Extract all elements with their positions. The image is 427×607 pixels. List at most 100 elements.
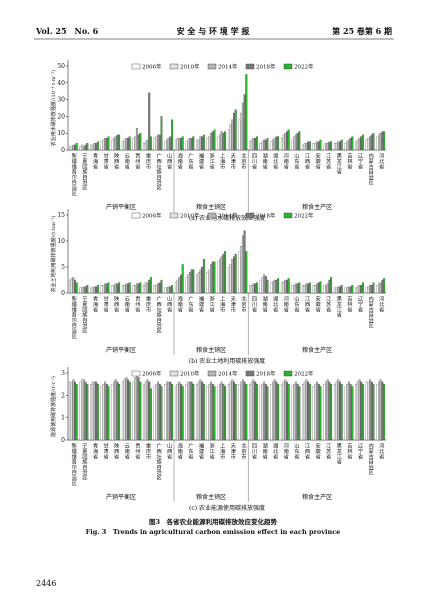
x-tick-label: 重庆市: [145, 295, 152, 314]
bar: [272, 139, 274, 151]
bar: [116, 381, 119, 441]
bar: [121, 141, 124, 151]
x-tick-label: 北京市: [240, 295, 247, 314]
bar: [196, 274, 199, 294]
bar: [81, 144, 84, 151]
x-tick-label: 广西壮族自治区: [155, 442, 162, 481]
bar: [270, 282, 273, 294]
bar: [314, 384, 317, 441]
bar: [277, 278, 280, 294]
bar: [356, 139, 359, 151]
bar: [91, 381, 94, 441]
bar: [245, 74, 248, 151]
bar: [211, 384, 214, 441]
bar: [84, 286, 87, 294]
bar: [233, 381, 235, 441]
bar: [330, 384, 333, 441]
bar: [190, 138, 193, 151]
bar: [199, 379, 202, 441]
x-tick-label: 广东省: [187, 295, 194, 314]
legend-label: 2014年: [218, 63, 238, 71]
bar: [275, 381, 278, 441]
bar: [143, 143, 146, 151]
bar: [114, 379, 117, 441]
bar: [79, 287, 82, 294]
x-tick-label: 湖北省: [272, 442, 279, 461]
bar: [335, 381, 338, 441]
bar: [369, 285, 372, 294]
x-tick-label: 江西省: [304, 443, 311, 461]
bar: [169, 381, 172, 441]
bar: [102, 384, 105, 441]
legend-swatch: [207, 63, 217, 70]
bar: [158, 384, 161, 441]
legend-label: 2014年: [218, 370, 238, 378]
figure-caption-en: Fig. 3 Trends in agricultural carbon emi…: [86, 528, 341, 536]
bar: [333, 384, 336, 441]
bar: [227, 266, 230, 294]
bar: [337, 286, 340, 294]
bar: [75, 143, 78, 151]
header-right: 第 25 卷第 6 期: [332, 26, 392, 36]
x-tick-label: 黑龙江省: [335, 443, 342, 466]
bar: [319, 139, 322, 151]
x-tick-label: 福建省: [198, 442, 205, 461]
bar: [192, 384, 195, 441]
bar: [365, 139, 368, 151]
bar: [135, 128, 138, 151]
bar: [178, 138, 181, 151]
bar: [211, 261, 214, 294]
bar: [351, 386, 354, 441]
bar: [155, 136, 158, 151]
bar: [234, 253, 237, 294]
x-tick-label: 吉林省: [346, 153, 353, 171]
legend-swatch: [245, 63, 255, 70]
x-tick-label: 甘肃省: [102, 295, 109, 314]
bar: [361, 384, 364, 441]
bar: [287, 278, 290, 294]
bar: [259, 386, 262, 441]
bar: [317, 384, 320, 441]
bar: [174, 139, 177, 151]
x-tick-label: 江苏省: [325, 153, 332, 171]
bar: [70, 381, 73, 441]
bar: [361, 282, 364, 294]
group-label: 产销平衡区: [106, 346, 136, 354]
bar: [370, 381, 373, 441]
bar: [346, 287, 349, 294]
y-tick-label: 0: [61, 290, 65, 297]
x-tick-label: 山东省: [293, 442, 300, 461]
bar: [188, 272, 191, 294]
bar: [210, 264, 213, 294]
x-tick-label: 内蒙古自治区: [367, 295, 374, 328]
bar: [196, 139, 199, 151]
bar: [360, 381, 363, 441]
bar: [317, 282, 320, 294]
bar: [178, 381, 181, 441]
bar: [273, 379, 276, 441]
bar: [90, 287, 93, 294]
bar: [372, 133, 375, 151]
bar: [270, 384, 273, 441]
bar: [255, 282, 258, 294]
bar: [81, 287, 84, 294]
bar: [298, 386, 301, 441]
bar: [188, 138, 191, 151]
x-tick-label: 安徽省: [314, 295, 321, 314]
bar: [316, 381, 319, 441]
bar: [113, 285, 115, 294]
x-tick-label: 山西省: [166, 295, 173, 314]
bar: [132, 285, 135, 294]
bar: [128, 136, 131, 151]
bar: [249, 285, 252, 294]
bar: [181, 386, 184, 441]
bar: [263, 381, 266, 441]
bar: [323, 285, 326, 294]
bar: [187, 139, 190, 151]
bar: [241, 379, 244, 441]
bar: [123, 285, 126, 294]
bar: [376, 136, 379, 151]
x-tick-label: 江西省: [304, 296, 311, 314]
bar: [121, 285, 124, 294]
x-tick-label: 甘肃省: [102, 442, 109, 461]
